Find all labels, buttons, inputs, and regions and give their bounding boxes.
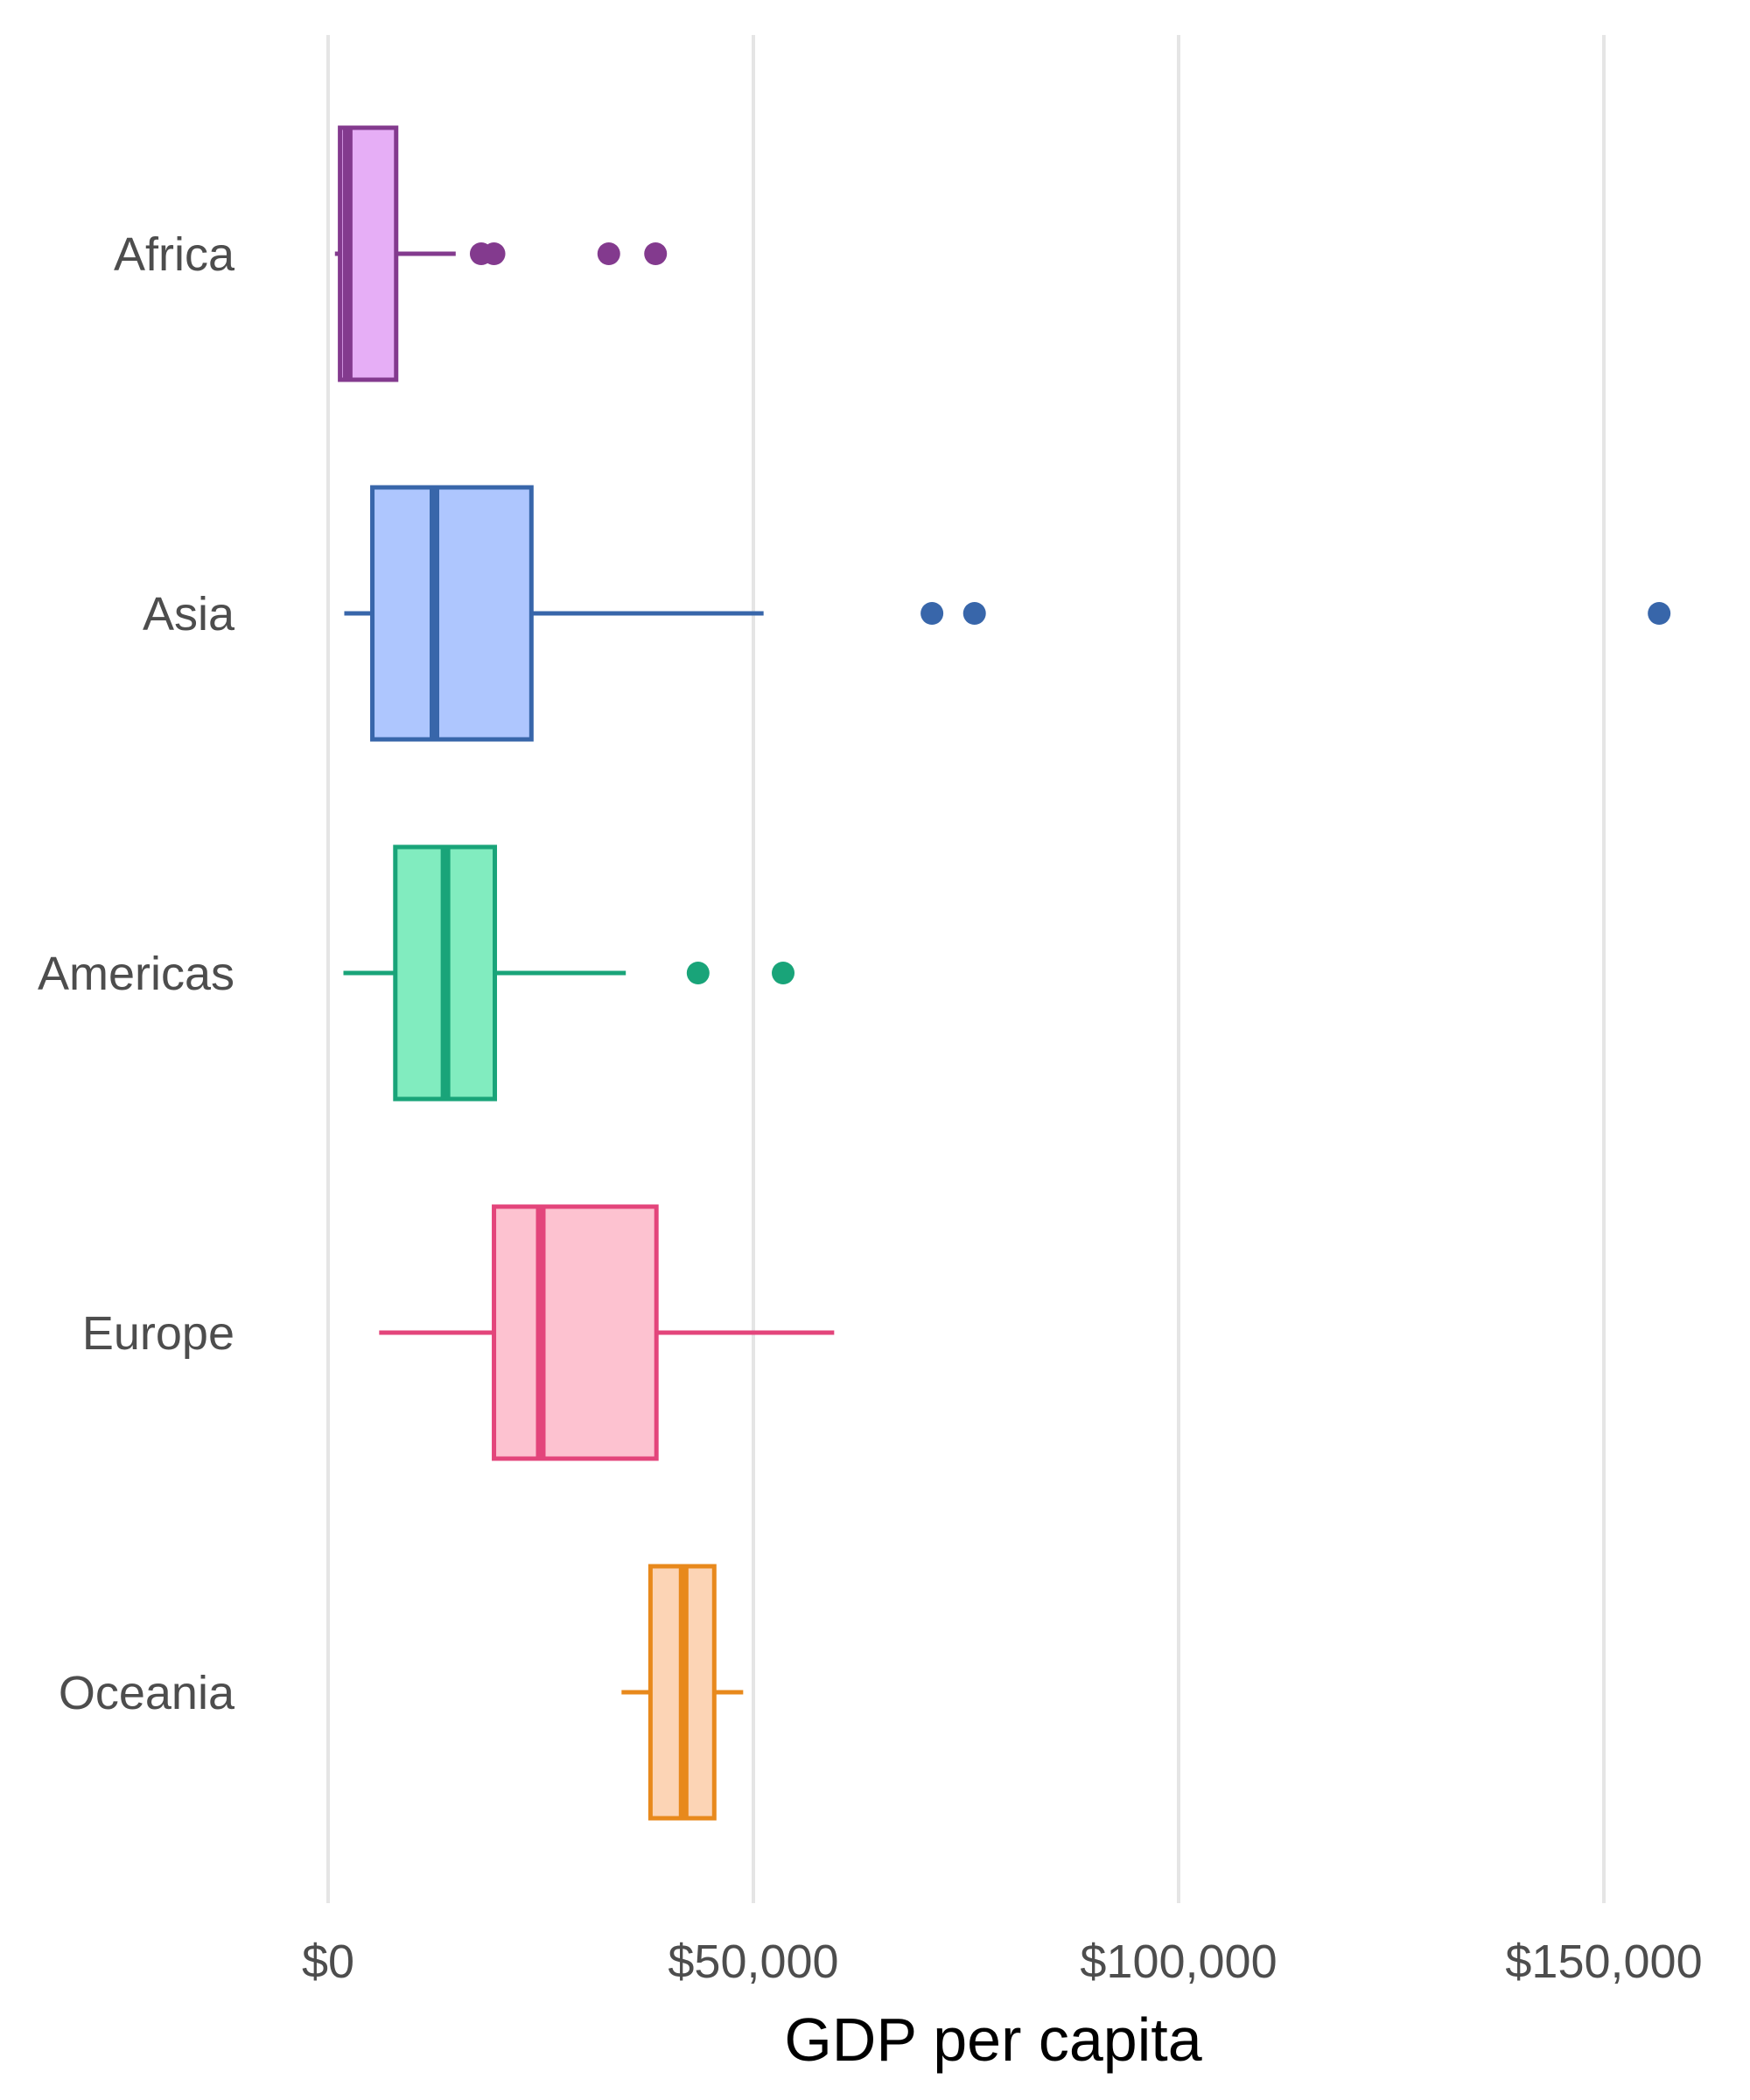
outlier-point — [686, 962, 710, 984]
x-axis-title: GDP per capita — [784, 2006, 1201, 2074]
outlier-point — [597, 242, 620, 265]
outlier-point — [962, 602, 986, 625]
x-tick-label: $100,000 — [1080, 1936, 1277, 1988]
category-label-oceania: Oceania — [59, 1667, 235, 1719]
category-label-americas: Americas — [38, 948, 234, 1000]
iqr-box — [370, 485, 534, 742]
x-tick-label: $50,000 — [668, 1936, 838, 1988]
box-africa — [334, 125, 668, 382]
x-tick-labels: $0 $50,000 $100,000 $150,000 — [302, 1936, 1703, 1988]
iqr-box — [492, 1204, 659, 1461]
category-label-europe: Europe — [82, 1307, 234, 1360]
x-tick-label: $150,000 — [1505, 1936, 1702, 1988]
box-series — [334, 125, 1671, 1821]
box-americas — [343, 844, 795, 1102]
outlier-point — [644, 242, 668, 265]
outlier-point — [482, 242, 506, 265]
outlier-point — [920, 602, 944, 625]
category-label-africa: Africa — [114, 228, 235, 281]
box-europe — [379, 1204, 835, 1461]
category-labels: Africa Asia Americas Europe Oceania — [38, 228, 235, 1719]
category-label-asia: Asia — [143, 588, 235, 640]
outlier-point — [1648, 602, 1671, 625]
gridlines — [326, 35, 1606, 1903]
x-tick-label: $0 — [302, 1936, 354, 1988]
outlier-point — [772, 962, 795, 984]
box-oceania — [621, 1564, 744, 1821]
box-asia — [344, 485, 1671, 742]
